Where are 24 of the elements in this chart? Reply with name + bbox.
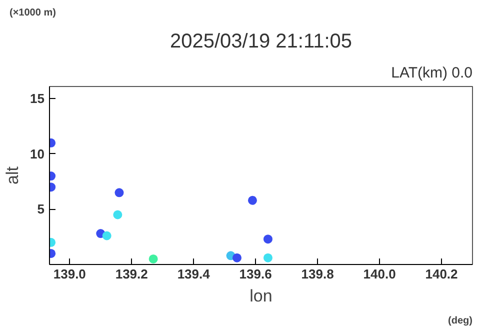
x-tick-label: 139.0 — [53, 266, 86, 282]
y-axis-title: alt — [3, 166, 22, 184]
text: (×1000 m) — [10, 8, 56, 18]
point — [232, 253, 242, 262]
chart-title: 2025/03/19 21:11:05 — [170, 30, 352, 52]
point — [263, 234, 272, 244]
point — [148, 254, 158, 264]
point — [114, 188, 124, 198]
point — [248, 196, 257, 205]
y-tick-label: 15 — [30, 91, 45, 106]
y-tick-label: 10 — [30, 146, 45, 162]
x-tick-label: 139.8 — [301, 266, 334, 282]
x-tick-label: 140.2 — [425, 266, 458, 282]
point — [113, 210, 122, 220]
point — [102, 231, 112, 240]
text: (deg) — [448, 316, 473, 326]
x-tick-label: 139.6 — [239, 266, 272, 282]
point — [263, 253, 272, 262]
x-axis-title: lon — [250, 286, 272, 306]
x-tick-label: 139.2 — [115, 266, 148, 282]
x-tick-label: 139.4 — [177, 266, 211, 282]
chart-subtitle: LAT(km) 0.0 — [391, 64, 473, 82]
y-tick-label: 5 — [37, 202, 45, 217]
x-tick-label: 140.0 — [363, 266, 396, 282]
